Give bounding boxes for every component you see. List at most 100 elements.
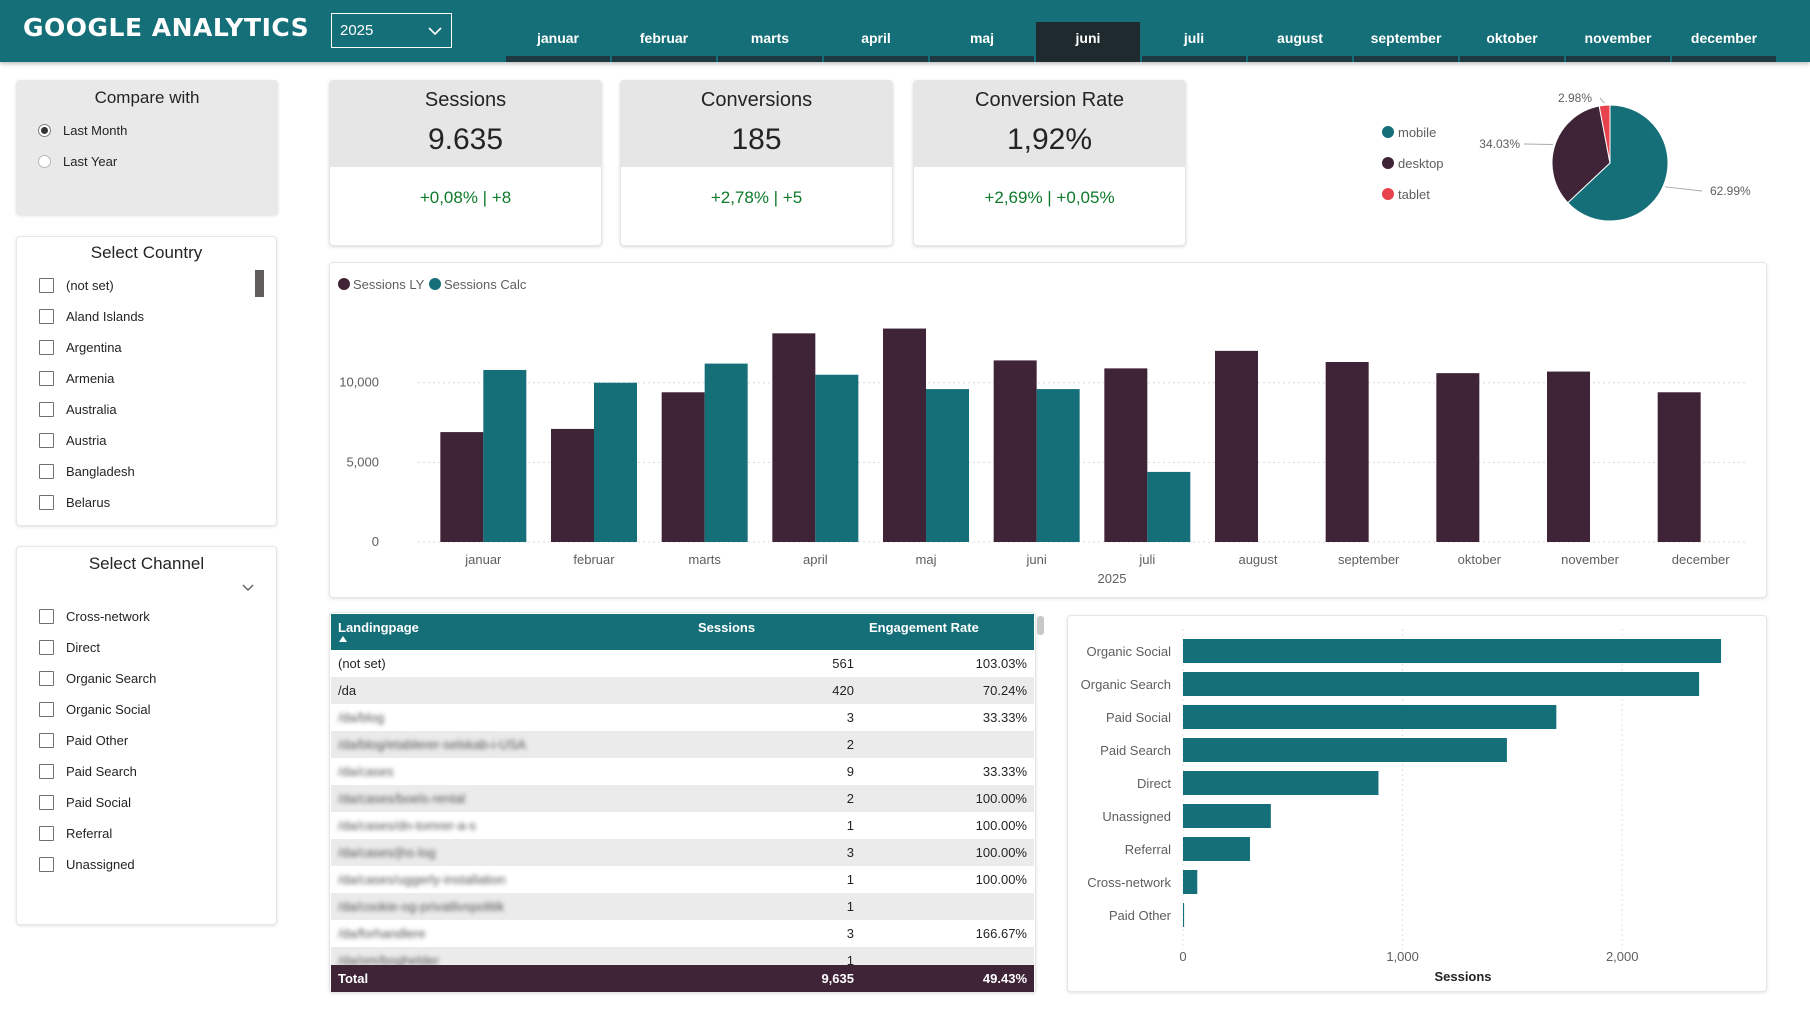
table-row[interactable]: /da/cases/jhs-log 3 100.00%	[331, 839, 1034, 866]
top-bar: GOOGLE ANALYTICS 2025 januar februar marts…	[0, 0, 1810, 62]
checkbox-icon[interactable]	[39, 856, 54, 872]
channel-checkbox-item[interactable]: Direct	[39, 637, 100, 657]
table-row[interactable]: /da/cookie-og-privatlivspolitik 1	[331, 893, 1034, 920]
country-label: Austria	[66, 432, 107, 448]
table-row[interactable]: /da/forhandlere 3 166.67%	[331, 920, 1034, 947]
channel-checkbox-item[interactable]: Organic Social	[39, 699, 151, 719]
chevron-down-icon	[428, 27, 442, 36]
table-row[interactable]: /da/cases/boels-rental 2 100.00%	[331, 785, 1034, 812]
checkbox-icon[interactable]	[39, 825, 54, 841]
cell-landingpage: /da/forhandlere	[338, 926, 426, 941]
cell-engagement-rate: 100.00%	[975, 818, 1027, 833]
month-tab-december[interactable]: december	[1672, 22, 1776, 62]
table-row[interactable]: /da/cases/uggerly-installation 1 100.00%	[331, 866, 1034, 893]
table-row[interactable]: /da 420 70.24%	[331, 677, 1034, 704]
country-checkbox-item[interactable]: Australia	[39, 399, 117, 419]
country-checkbox-item[interactable]: Bangladesh	[39, 461, 135, 481]
legend-marker	[429, 278, 441, 290]
column-header-engagement-rate[interactable]: Engagement Rate	[869, 620, 979, 635]
month-tab-oktober[interactable]: oktober	[1460, 22, 1564, 62]
bar-sessions-calc-juli	[1147, 471, 1191, 542]
country-checkbox-item[interactable]: Armenia	[39, 368, 114, 388]
checkbox-icon[interactable]	[39, 639, 54, 655]
checkbox-icon[interactable]	[39, 701, 54, 717]
legend-marker-mobile	[1382, 126, 1394, 138]
legend-label-tablet: tablet	[1398, 187, 1430, 202]
bar-sessions-calc-april	[815, 374, 859, 542]
channel-checkbox-item[interactable]: Referral	[39, 823, 112, 843]
month-tab-september[interactable]: september	[1354, 22, 1458, 62]
table-row[interactable]: /da/cases/dn-tomrer-a-s 1 100.00%	[331, 812, 1034, 839]
chevron-down-icon[interactable]	[241, 581, 255, 595]
month-tab-maj[interactable]: maj	[930, 22, 1034, 62]
table-header: Landingpage Sessions Engagement Rate	[331, 614, 1034, 650]
cell-landingpage: /da	[338, 683, 357, 698]
legend-label-desktop: desktop	[1398, 156, 1444, 171]
cell-landingpage: /da/om/boghelder	[338, 953, 440, 965]
checkbox-icon[interactable]	[39, 277, 54, 293]
cell-sessions: 9	[846, 764, 854, 779]
channel-checkbox-item[interactable]: Paid Search	[39, 761, 137, 781]
table-scrollbar[interactable]	[1037, 616, 1044, 635]
channel-checkbox-item[interactable]: Paid Other	[39, 730, 128, 750]
table-body: (not set) 561 103.03% /da 420 70.24% /da/blog 3…	[331, 650, 1034, 965]
channel-checkbox-item[interactable]: Unassigned	[39, 854, 135, 874]
column-header-landingpage[interactable]: Landingpage	[338, 620, 419, 635]
y-tick-label: Organic Search	[1081, 677, 1171, 692]
month-tab-marts[interactable]: marts	[718, 22, 822, 62]
country-checkbox-item[interactable]: Austria	[39, 430, 106, 450]
country-label: Argentina	[66, 339, 122, 355]
radio-last-month[interactable]: Last Month	[38, 120, 127, 140]
sort-ascending-icon[interactable]	[339, 636, 347, 642]
month-tab-juni[interactable]: juni	[1036, 22, 1140, 62]
month-tab-februar[interactable]: februar	[612, 22, 716, 62]
x-tick-label: 1,000	[1386, 949, 1419, 964]
checkbox-icon[interactable]	[39, 463, 54, 479]
cell-sessions: 1	[846, 899, 854, 914]
country-checkbox-item[interactable]: Argentina	[39, 337, 122, 357]
x-tick-label: november	[1561, 552, 1619, 567]
month-tab-april[interactable]: april	[824, 22, 928, 62]
checkbox-icon[interactable]	[39, 339, 54, 355]
column-header-sessions[interactable]: Sessions	[698, 620, 756, 635]
checkbox-icon[interactable]	[39, 732, 54, 748]
month-tab-august[interactable]: august	[1248, 22, 1352, 62]
cell-sessions: 1	[846, 818, 854, 833]
month-tab-januar[interactable]: januar	[506, 22, 610, 62]
radio-last-year[interactable]: Last Year	[38, 151, 117, 171]
checkbox-icon[interactable]	[39, 763, 54, 779]
checkbox-icon[interactable]	[39, 670, 54, 686]
checkbox-icon[interactable]	[39, 308, 54, 324]
year-dropdown[interactable]: 2025	[331, 13, 452, 48]
y-tick-label: Direct	[1137, 776, 1171, 791]
month-tab-november[interactable]: november	[1566, 22, 1670, 62]
checkbox-icon[interactable]	[39, 432, 54, 448]
checkbox-icon[interactable]	[39, 401, 54, 417]
table-row[interactable]: /da/om/boghelder 1	[331, 947, 1034, 965]
channel-checkbox-item[interactable]: Cross-network	[39, 606, 150, 626]
bar-referral	[1183, 837, 1250, 861]
month-tab-juli[interactable]: juli	[1142, 22, 1246, 62]
country-checkbox-item[interactable]: (not set)	[39, 275, 114, 295]
pie-slice-mobile	[1567, 104, 1669, 222]
bar-sessions-ly-april	[772, 333, 816, 542]
table-row[interactable]: /da/blog 3 33.33%	[331, 704, 1034, 731]
table-row[interactable]: /da/cases 9 33.33%	[331, 758, 1034, 785]
cell-sessions: 3	[846, 710, 854, 725]
channel-label: Direct	[66, 639, 100, 655]
checkbox-icon[interactable]	[39, 608, 54, 624]
country-scrollbar[interactable]	[255, 270, 264, 297]
country-checkbox-item[interactable]: Belarus	[39, 492, 110, 512]
channel-checkbox-item[interactable]: Organic Search	[39, 668, 156, 688]
table-row[interactable]: /da/blog/etablerer-selskab-i-USA 2	[331, 731, 1034, 758]
legend-marker	[338, 278, 350, 290]
bar-sessions-calc-februar	[594, 382, 637, 542]
bar-paid-social	[1183, 705, 1557, 729]
table-row[interactable]: (not set) 561 103.03%	[331, 650, 1034, 677]
checkbox-icon[interactable]	[39, 494, 54, 510]
cell-engagement-rate: 100.00%	[975, 845, 1027, 860]
checkbox-icon[interactable]	[39, 370, 54, 386]
checkbox-icon[interactable]	[39, 794, 54, 810]
country-checkbox-item[interactable]: Aland Islands	[39, 306, 144, 326]
channel-checkbox-item[interactable]: Paid Social	[39, 792, 131, 812]
